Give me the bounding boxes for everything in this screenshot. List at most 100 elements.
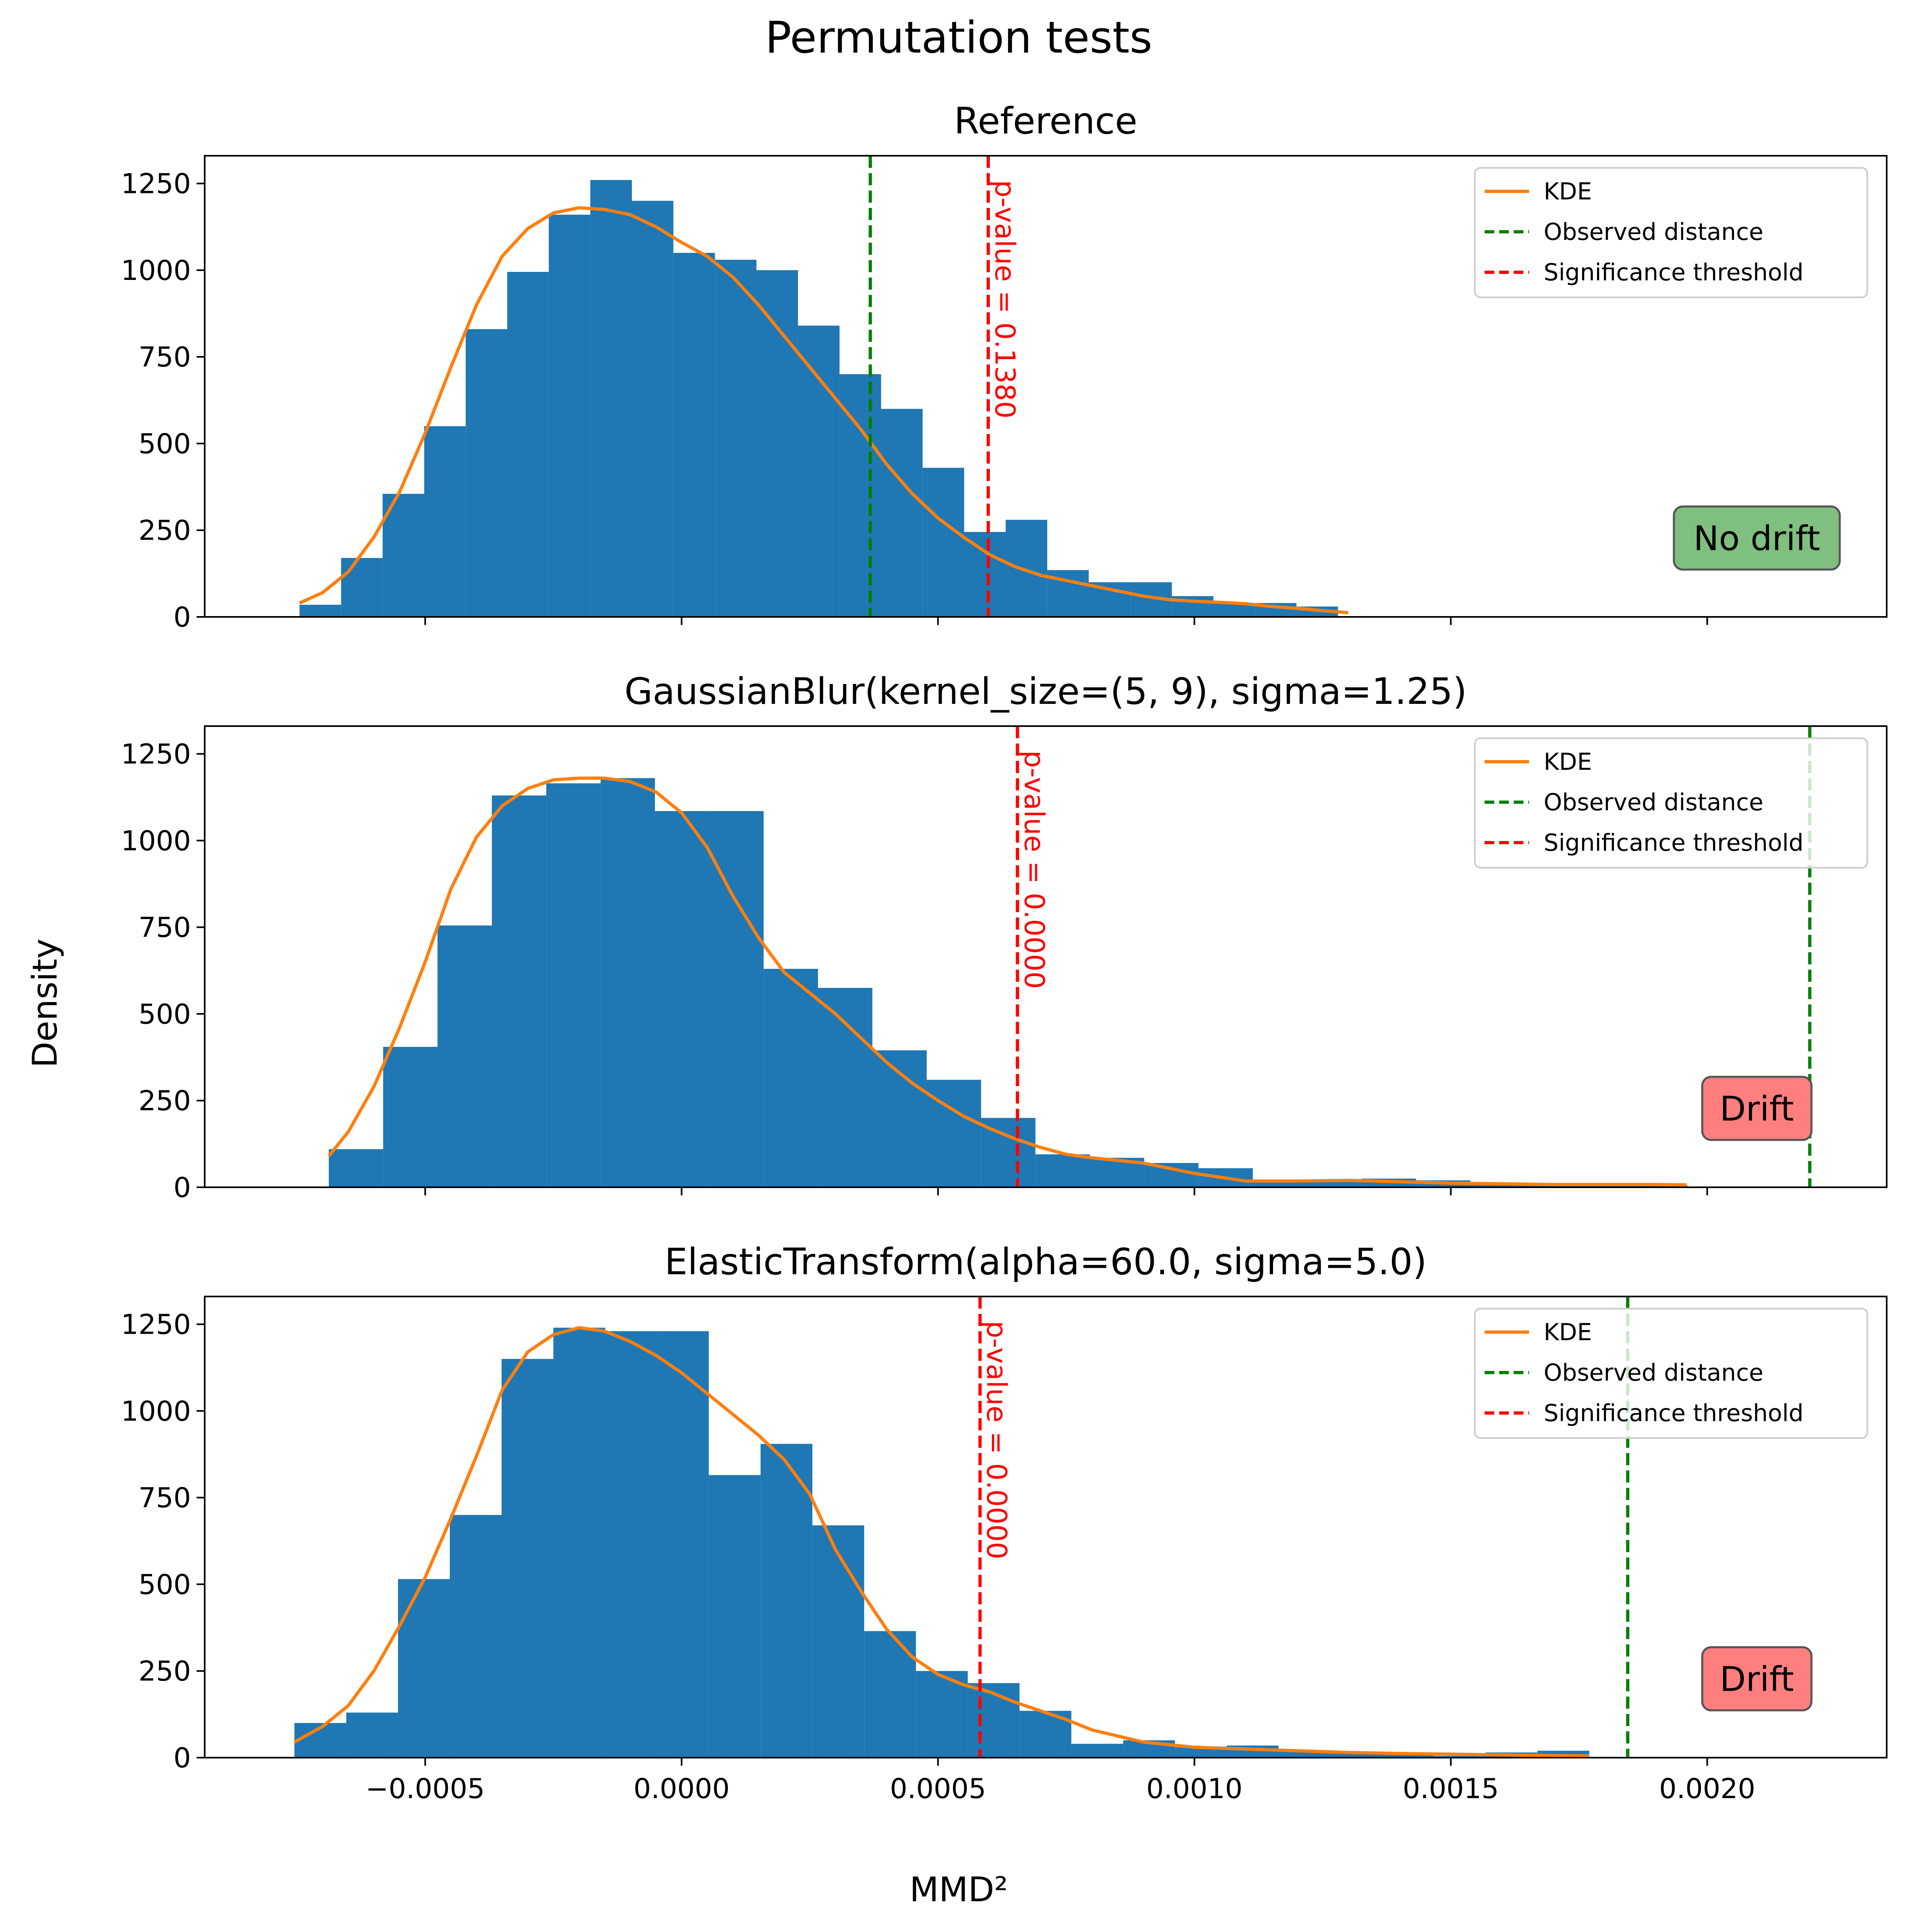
- histogram-bar: [1035, 1154, 1090, 1187]
- y-tick-label: 1250: [121, 168, 191, 200]
- histogram-bar: [605, 1331, 657, 1758]
- histogram-bar: [812, 1525, 864, 1758]
- kde-line: [299, 206, 1349, 614]
- status-badge-label: Drift: [1720, 1089, 1794, 1129]
- y-tick-label: 750: [138, 1482, 191, 1514]
- y-tick-label: 1250: [121, 1309, 191, 1341]
- y-tick-label: 250: [138, 1085, 191, 1117]
- figure-xlabel: MMD²: [909, 1870, 1008, 1909]
- status-badge-box: [1673, 505, 1841, 571]
- histogram-bar: [341, 558, 383, 617]
- legend-label: KDE: [1544, 748, 1592, 775]
- x-tick-label: 0.0020: [1659, 1773, 1755, 1805]
- histogram-bar: [507, 272, 549, 617]
- pvalue-label: p-value = 0.0000: [1018, 750, 1050, 989]
- histogram-bar: [449, 1515, 502, 1758]
- histogram-bar: [655, 811, 710, 1187]
- histogram-bar: [424, 426, 466, 617]
- x-tick-label: 0.0000: [633, 1773, 730, 1805]
- axes-frame: [204, 1296, 1887, 1758]
- status-badge: No drift: [1673, 505, 1841, 571]
- panel-title: ElasticTransform(alpha=60.0, sigma=5.0): [665, 1241, 1427, 1283]
- histogram-bar: [491, 795, 547, 1187]
- legend-label: Observed distance: [1544, 788, 1763, 816]
- histogram-bar: [756, 270, 798, 617]
- pvalue-label: p-value = 0.1380: [989, 180, 1021, 419]
- legend-box: [1474, 737, 1868, 869]
- x-tick-label: −0.0005: [366, 1773, 485, 1805]
- legend: KDE Observed distance Significance thresho…: [1474, 737, 1868, 869]
- histogram-bar: [798, 326, 840, 617]
- kde-line: [327, 776, 1687, 1186]
- histogram-bar: [1579, 1185, 1633, 1187]
- histogram-bar: [1633, 1185, 1688, 1187]
- histogram: [299, 180, 1338, 617]
- histogram-bar: [922, 468, 964, 617]
- kde-line: [293, 1326, 1589, 1758]
- histogram-bar: [715, 260, 757, 617]
- figure-title: Permutation tests: [765, 13, 1152, 63]
- y-tick-label: 500: [138, 1569, 191, 1601]
- status-badge-box: [1701, 1076, 1813, 1141]
- legend-label: Significance threshold: [1544, 258, 1804, 286]
- panel-1: Reference p-value = 0.1380 0 250 500 750 1000 1…: [121, 100, 1887, 633]
- status-badge: Drift: [1701, 1646, 1813, 1712]
- histogram-bar: [964, 532, 1006, 617]
- status-badge-label: Drift: [1720, 1659, 1794, 1699]
- legend: KDE Observed distance Significance thresho…: [1474, 167, 1868, 298]
- histogram-bar: [818, 988, 873, 1187]
- histogram-bar: [1071, 1743, 1123, 1758]
- histogram-bar: [864, 1631, 916, 1758]
- panel-title: Reference: [954, 100, 1137, 142]
- histogram-bar: [968, 1683, 1020, 1758]
- histogram-bar: [590, 180, 632, 617]
- legend-label: Significance threshold: [1544, 829, 1804, 856]
- histogram-bar: [881, 409, 923, 617]
- y-tick-label: 750: [138, 912, 191, 944]
- legend: KDE Observed distance Significance thresho…: [1474, 1308, 1868, 1439]
- histogram-bar: [760, 1444, 813, 1758]
- status-badge: Drift: [1701, 1076, 1813, 1141]
- y-tick-label: 250: [138, 1656, 191, 1688]
- histogram-bar: [600, 778, 655, 1187]
- y-tick-label: 750: [138, 341, 191, 373]
- histogram-bar: [1382, 1754, 1434, 1758]
- histogram-bar: [398, 1579, 450, 1758]
- legend-label: Significance threshold: [1544, 1399, 1804, 1427]
- histogram-bar: [1470, 1184, 1525, 1187]
- histogram-bar: [709, 1475, 761, 1758]
- legend-label: Observed distance: [1544, 218, 1763, 246]
- x-tick-label: 0.0015: [1403, 1773, 1499, 1805]
- status-badge-label: No drift: [1693, 519, 1820, 558]
- histogram-bar: [501, 1359, 554, 1758]
- y-tick-label: 250: [138, 515, 191, 547]
- y-tick-label: 500: [138, 998, 191, 1030]
- axes-frame: [204, 725, 1887, 1188]
- y-tick-label: 500: [138, 428, 191, 460]
- histogram-bar: [546, 783, 601, 1187]
- histogram-bar: [839, 374, 881, 617]
- histogram-bar: [299, 605, 341, 617]
- legend-label: KDE: [1544, 178, 1592, 205]
- histogram-bar: [382, 494, 424, 617]
- histogram: [328, 778, 1688, 1187]
- y-tick-label: 0: [174, 1742, 191, 1774]
- histogram-bar: [383, 1046, 438, 1187]
- x-tick-label: 0.0005: [890, 1773, 986, 1805]
- y-tick-label: 1000: [121, 825, 191, 857]
- figure-ylabel: Density: [25, 938, 65, 1068]
- y-tick-label: 0: [174, 602, 191, 633]
- y-tick-label: 1000: [121, 255, 191, 287]
- histogram-bar: [709, 811, 764, 1187]
- histogram-bar: [673, 253, 715, 617]
- panel-2: GaussianBlur(kernel_size=(5, 9), sigma=1…: [121, 670, 1887, 1204]
- histogram-bar: [1434, 1756, 1486, 1758]
- histogram-bar: [926, 1080, 981, 1187]
- y-tick-label: 1250: [121, 739, 191, 771]
- panels: Reference p-value = 0.1380 0 250 500 750 1000 1…: [121, 100, 1887, 1805]
- histogram-bar: [1253, 1182, 1307, 1187]
- axes-frame: [204, 155, 1887, 618]
- histogram: [294, 1328, 1589, 1758]
- histogram-bar: [1006, 520, 1047, 617]
